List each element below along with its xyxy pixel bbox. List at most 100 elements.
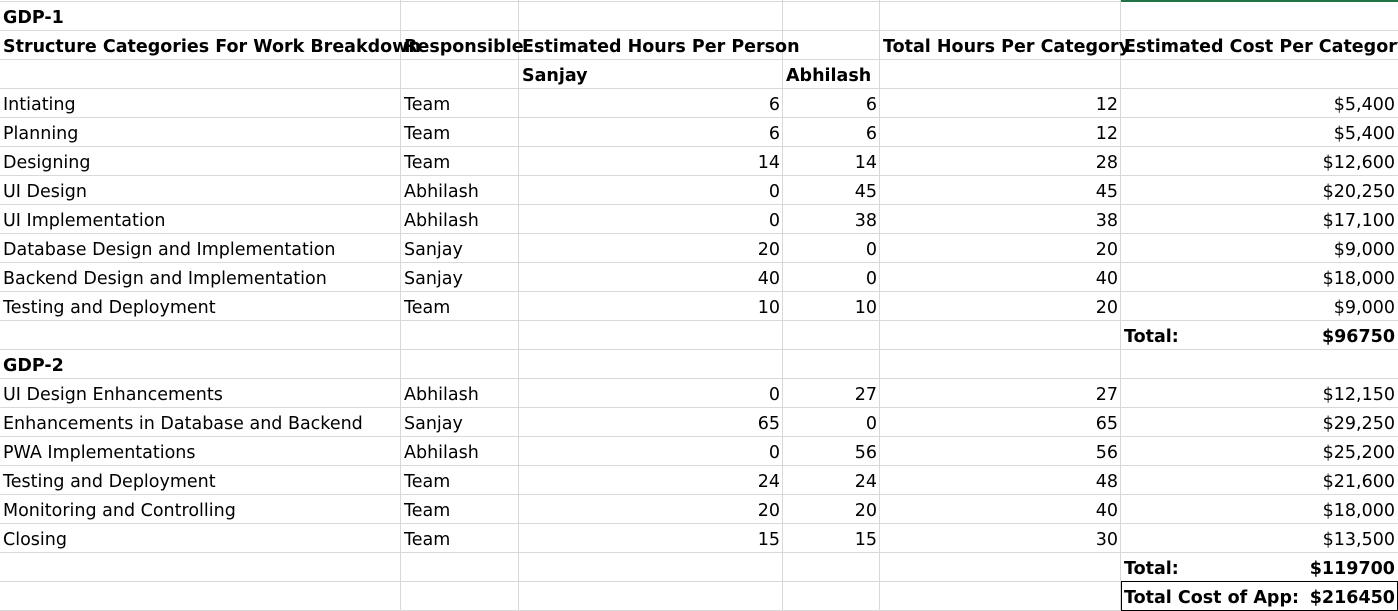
- section-title-gdp1[interactable]: GDP-1: [3, 8, 64, 28]
- abhilash-hours-cell[interactable]: 56: [854, 443, 877, 463]
- cost-cell[interactable]: $20,250: [1322, 182, 1395, 202]
- sanjay-hours-cell[interactable]: 10: [757, 298, 780, 318]
- responsible-cell[interactable]: Team: [404, 472, 451, 492]
- cost-cell[interactable]: $21,600: [1322, 472, 1395, 492]
- cost-cell[interactable]: $18,000: [1322, 501, 1395, 521]
- category-cell[interactable]: Backend Design and Implementation: [3, 269, 327, 289]
- total-hours-cell[interactable]: 28: [1095, 153, 1118, 173]
- category-cell[interactable]: Planning: [3, 124, 79, 144]
- responsible-cell[interactable]: Sanjay: [404, 414, 463, 434]
- header-responsible[interactable]: Responsible: [404, 37, 524, 57]
- category-cell[interactable]: UI Design Enhancements: [3, 385, 223, 405]
- total-hours-cell[interactable]: 40: [1095, 501, 1118, 521]
- sanjay-hours-cell[interactable]: 20: [757, 240, 780, 260]
- total-hours-cell[interactable]: 48: [1095, 472, 1118, 492]
- abhilash-hours-cell[interactable]: 15: [854, 530, 877, 550]
- responsible-cell[interactable]: Abhilash: [404, 385, 479, 405]
- total-hours-cell[interactable]: 12: [1095, 95, 1118, 115]
- cost-cell[interactable]: $9,000: [1333, 240, 1395, 260]
- header-person-abhilash[interactable]: Abhilash: [786, 66, 872, 86]
- total-hours-cell[interactable]: 20: [1095, 240, 1118, 260]
- cost-cell[interactable]: $5,400: [1333, 95, 1395, 115]
- abhilash-hours-cell[interactable]: 0: [865, 269, 877, 289]
- abhilash-hours-cell[interactable]: 0: [865, 240, 877, 260]
- category-cell[interactable]: Database Design and Implementation: [3, 240, 336, 260]
- cost-cell[interactable]: $29,250: [1322, 414, 1395, 434]
- responsible-cell[interactable]: Team: [404, 95, 451, 115]
- responsible-cell[interactable]: Sanjay: [404, 269, 463, 289]
- cost-cell[interactable]: $25,200: [1322, 443, 1395, 463]
- responsible-cell[interactable]: Abhilash: [404, 182, 479, 202]
- abhilash-hours-cell[interactable]: 6: [865, 95, 877, 115]
- cost-cell[interactable]: $5,400: [1333, 124, 1395, 144]
- app-total-label[interactable]: Total Cost of App:: [1124, 588, 1299, 608]
- responsible-cell[interactable]: Sanjay: [404, 240, 463, 260]
- responsible-cell[interactable]: Team: [404, 530, 451, 550]
- cost-cell[interactable]: $12,600: [1322, 153, 1395, 173]
- responsible-cell[interactable]: Team: [404, 298, 451, 318]
- category-cell[interactable]: UI Implementation: [3, 211, 166, 231]
- total-hours-cell[interactable]: 56: [1095, 443, 1118, 463]
- gdp1-total-value[interactable]: $96750: [1321, 327, 1395, 347]
- category-cell[interactable]: Testing and Deployment: [3, 298, 216, 318]
- category-cell[interactable]: PWA Implementations: [3, 443, 196, 463]
- sanjay-hours-cell[interactable]: 0: [768, 385, 780, 405]
- sanjay-hours-cell[interactable]: 24: [757, 472, 780, 492]
- sanjay-hours-cell[interactable]: 0: [768, 443, 780, 463]
- sanjay-hours-cell[interactable]: 40: [757, 269, 780, 289]
- total-hours-cell[interactable]: 12: [1095, 124, 1118, 144]
- sanjay-hours-cell[interactable]: 20: [757, 501, 780, 521]
- cost-cell[interactable]: $13,500: [1322, 530, 1395, 550]
- responsible-cell[interactable]: Abhilash: [404, 211, 479, 231]
- gdp1-total-label[interactable]: Total:: [1124, 327, 1179, 347]
- category-cell[interactable]: Designing: [3, 153, 91, 173]
- total-hours-cell[interactable]: 20: [1095, 298, 1118, 318]
- total-hours-cell[interactable]: 45: [1095, 182, 1118, 202]
- cost-cell[interactable]: $17,100: [1322, 211, 1395, 231]
- cost-cell[interactable]: $12,150: [1322, 385, 1395, 405]
- total-hours-cell[interactable]: 65: [1095, 414, 1118, 434]
- abhilash-hours-cell[interactable]: 38: [854, 211, 877, 231]
- category-cell[interactable]: Enhancements in Database and Backend: [3, 414, 363, 434]
- sanjay-hours-cell[interactable]: 6: [768, 95, 780, 115]
- category-cell[interactable]: Intiating: [3, 95, 76, 115]
- sanjay-hours-cell[interactable]: 65: [757, 414, 780, 434]
- abhilash-hours-cell[interactable]: 20: [854, 501, 877, 521]
- category-cell[interactable]: Closing: [3, 530, 67, 550]
- category-cell[interactable]: Monitoring and Controlling: [3, 501, 236, 521]
- abhilash-hours-cell[interactable]: 14: [854, 153, 877, 173]
- category-cell[interactable]: UI Design: [3, 182, 87, 202]
- sanjay-hours-cell[interactable]: 6: [768, 124, 780, 144]
- responsible-cell[interactable]: Team: [404, 124, 451, 144]
- header-person-sanjay[interactable]: Sanjay: [522, 66, 588, 86]
- responsible-cell[interactable]: Abhilash: [404, 443, 479, 463]
- sanjay-hours-cell[interactable]: 15: [757, 530, 780, 550]
- header-category[interactable]: Structure Categories For Work Breakdown: [3, 37, 421, 57]
- header-estimated-cost[interactable]: Estimated Cost Per Category: [1124, 37, 1398, 57]
- abhilash-hours-cell[interactable]: 27: [854, 385, 877, 405]
- abhilash-hours-cell[interactable]: 0: [865, 414, 877, 434]
- gdp2-total-value[interactable]: $119700: [1309, 559, 1395, 579]
- section-title-gdp2[interactable]: GDP-2: [3, 356, 64, 376]
- responsible-cell[interactable]: Team: [404, 153, 451, 173]
- total-hours-cell[interactable]: 27: [1095, 385, 1118, 405]
- sanjay-hours-cell[interactable]: 0: [768, 211, 780, 231]
- abhilash-hours-cell[interactable]: 10: [854, 298, 877, 318]
- abhilash-hours-cell[interactable]: 6: [865, 124, 877, 144]
- responsible-cell[interactable]: Team: [404, 501, 451, 521]
- abhilash-hours-cell[interactable]: 45: [854, 182, 877, 202]
- category-cell[interactable]: Testing and Deployment: [3, 472, 216, 492]
- sanjay-hours-cell[interactable]: 14: [757, 153, 780, 173]
- cost-cell[interactable]: $9,000: [1333, 298, 1395, 318]
- app-total-value[interactable]: $216450: [1309, 588, 1395, 608]
- gdp2-total-label[interactable]: Total:: [1124, 559, 1179, 579]
- total-hours-cell[interactable]: 40: [1095, 269, 1118, 289]
- total-hours-cell[interactable]: 38: [1095, 211, 1118, 231]
- sanjay-hours-cell[interactable]: 0: [768, 182, 780, 202]
- header-total-hours[interactable]: Total Hours Per Category: [883, 37, 1131, 57]
- total-hours-cell[interactable]: 30: [1095, 530, 1118, 550]
- cost-cell[interactable]: $18,000: [1322, 269, 1395, 289]
- abhilash-hours-cell[interactable]: 24: [854, 472, 877, 492]
- header-estimated-hours[interactable]: Estimated Hours Per Person: [522, 37, 800, 57]
